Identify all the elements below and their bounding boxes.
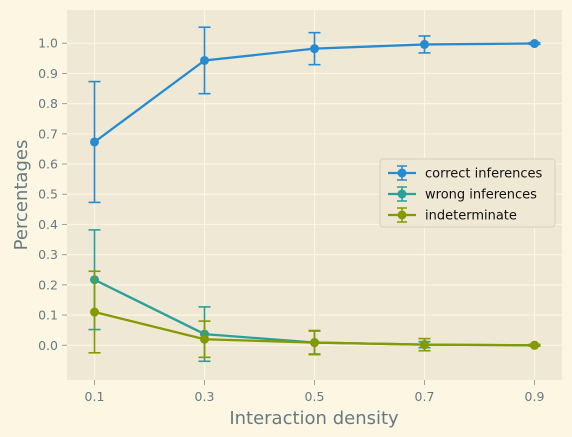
data-point: [530, 340, 539, 350]
y-tick-label: 0.2: [38, 277, 58, 292]
data-point: [420, 39, 429, 49]
x-tick-label: 0.1: [85, 389, 105, 404]
y-tick-label: 1.0: [38, 36, 58, 51]
x-tick-label: 0.9: [525, 389, 545, 404]
legend: correct inferences wrong inferences indete…: [379, 158, 556, 228]
y-tick-label: 0.1: [38, 308, 58, 323]
legend-label: indeterminate: [425, 209, 517, 224]
legend-box: [379, 158, 556, 228]
x-axis-label: Interaction density: [229, 408, 399, 429]
data-point: [200, 55, 209, 65]
y-axis-label: Percentages: [11, 140, 32, 251]
data-point: [90, 137, 99, 147]
data-point: [530, 39, 539, 49]
data-point: [200, 334, 209, 344]
x-tick-label: 0.5: [305, 389, 325, 404]
legend-swatch-marker: [397, 168, 407, 178]
x-tick-label: 0.3: [195, 389, 215, 404]
series-correct-inferences: [88, 26, 541, 204]
series-indeterminate: [88, 270, 541, 359]
y-tick-label: 0.4: [38, 217, 58, 232]
data-point: [420, 340, 429, 350]
y-tick-label: 0.5: [38, 187, 58, 202]
ticks: 0.1 0.3 0.5 0.7 0.9 0.0 0.1 0.2 0.3 0.4 0.5 0.6 0.7 0…: [38, 36, 544, 404]
legend-label: correct inferences: [425, 167, 543, 182]
y-tick-label: 0.6: [38, 157, 58, 172]
legend-label: wrong inferences: [425, 188, 537, 203]
x-tick-label: 0.7: [415, 389, 435, 404]
series-layer: [88, 26, 541, 363]
y-tick-label: 0.7: [38, 126, 58, 141]
y-tick-label: 0.3: [38, 247, 58, 262]
y-tick-label: 0.0: [38, 338, 58, 353]
y-tick-label: 0.9: [38, 66, 58, 81]
data-point: [90, 307, 99, 317]
legend-swatch-marker: [397, 210, 407, 220]
data-point: [310, 338, 319, 348]
legend-swatch-marker: [397, 189, 407, 199]
y-tick-label: 0.8: [38, 96, 58, 111]
data-point: [310, 44, 319, 54]
